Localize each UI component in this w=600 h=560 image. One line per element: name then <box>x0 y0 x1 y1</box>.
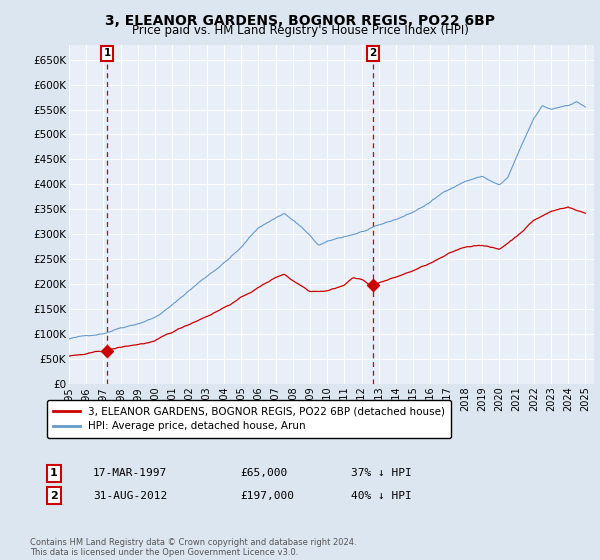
Text: 1: 1 <box>103 48 110 58</box>
Text: 2: 2 <box>50 491 58 501</box>
Text: 17-MAR-1997: 17-MAR-1997 <box>93 468 167 478</box>
Text: Price paid vs. HM Land Registry's House Price Index (HPI): Price paid vs. HM Land Registry's House … <box>131 24 469 37</box>
Text: £65,000: £65,000 <box>240 468 287 478</box>
Text: £197,000: £197,000 <box>240 491 294 501</box>
Text: 1: 1 <box>50 468 58 478</box>
Text: 2: 2 <box>370 48 377 58</box>
Text: 31-AUG-2012: 31-AUG-2012 <box>93 491 167 501</box>
Text: 3, ELEANOR GARDENS, BOGNOR REGIS, PO22 6BP: 3, ELEANOR GARDENS, BOGNOR REGIS, PO22 6… <box>105 14 495 28</box>
Legend: 3, ELEANOR GARDENS, BOGNOR REGIS, PO22 6BP (detached house), HPI: Average price,: 3, ELEANOR GARDENS, BOGNOR REGIS, PO22 6… <box>47 400 451 438</box>
Text: 40% ↓ HPI: 40% ↓ HPI <box>351 491 412 501</box>
Text: 37% ↓ HPI: 37% ↓ HPI <box>351 468 412 478</box>
Text: Contains HM Land Registry data © Crown copyright and database right 2024.
This d: Contains HM Land Registry data © Crown c… <box>30 538 356 557</box>
